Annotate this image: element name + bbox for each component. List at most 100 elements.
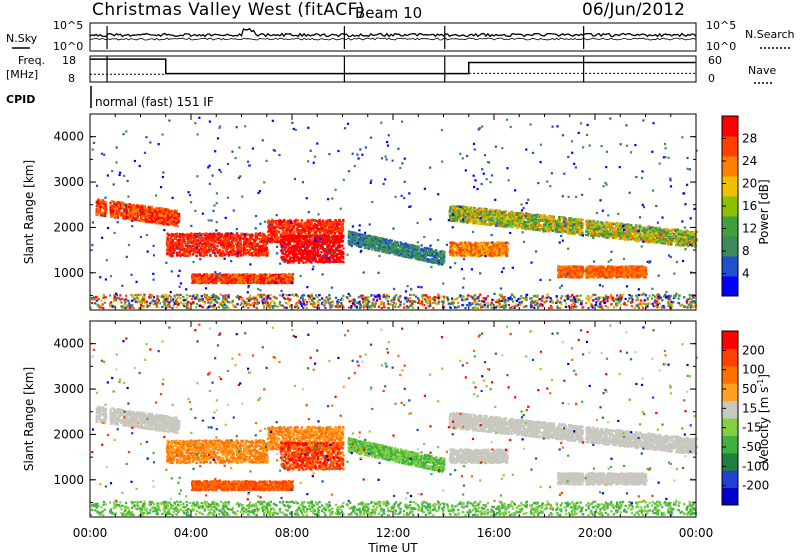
power-cell: [105, 201, 107, 203]
power-cell: [237, 281, 239, 283]
power-cell: [257, 276, 259, 278]
power-cell: [183, 251, 185, 253]
power-cell: [284, 249, 286, 251]
power-cell: [158, 208, 160, 210]
power-cell: [312, 220, 314, 222]
nave-tick-top: 60: [708, 54, 722, 67]
power-cell: [198, 249, 200, 251]
power-cell: [269, 273, 271, 275]
power-cell: [114, 213, 116, 215]
power-cell: [287, 276, 289, 278]
power-cell: [293, 220, 295, 222]
power-cell: [328, 221, 330, 223]
power-cell: [260, 250, 262, 252]
power-cell: [225, 250, 227, 252]
power-cell: [176, 246, 178, 248]
power-cell: [193, 278, 195, 280]
power-cell: [301, 219, 303, 221]
power-cell: [235, 234, 237, 236]
power-cell: [214, 241, 216, 243]
power-cell: [208, 249, 210, 251]
power-cell: [272, 274, 274, 276]
power-cell: [217, 251, 219, 253]
power-cell: [245, 273, 247, 275]
power-cell: [208, 241, 210, 243]
power-cell: [234, 240, 236, 242]
power-cell: [298, 241, 300, 243]
power-cell: [203, 251, 205, 253]
power-cell: [332, 228, 334, 230]
power-cell: [209, 254, 211, 256]
power-cell: [133, 217, 135, 219]
power-cell: [117, 216, 119, 218]
power-cell: [144, 218, 146, 220]
power-cell: [196, 255, 198, 257]
power-cell: [199, 274, 201, 276]
power-cell: [336, 230, 338, 232]
power-cell: [99, 211, 101, 213]
power-cell: [228, 279, 230, 281]
power-cell: [244, 235, 246, 237]
power-cell: [175, 214, 177, 216]
power-cell: [129, 209, 131, 211]
power-cell: [135, 211, 137, 213]
power-cell: [272, 239, 274, 241]
power-cell: [96, 212, 98, 214]
power-cell: [110, 212, 112, 214]
power-cell: [231, 234, 233, 236]
power-cell: [141, 215, 143, 217]
power-cell: [144, 207, 146, 209]
power-cell: [171, 212, 173, 214]
power-cell: [340, 230, 342, 232]
power-cell: [203, 254, 205, 256]
power-cell: [118, 209, 120, 211]
power-cell: [316, 227, 318, 229]
power-cell: [167, 212, 169, 214]
power-cell: [288, 282, 290, 284]
power-cell: [255, 275, 257, 277]
power-cell: [327, 225, 329, 227]
power-cell: [118, 213, 120, 215]
power-cell: [286, 281, 288, 283]
power-cell: [273, 282, 275, 284]
power-cell: [232, 246, 234, 248]
power-cell: [243, 237, 245, 239]
power-cell: [197, 282, 199, 284]
power-cell: [269, 228, 271, 230]
power-cell: [96, 204, 98, 206]
power-cell: [341, 227, 343, 229]
power-cell: [210, 279, 212, 281]
power-cell: [227, 238, 229, 240]
power-cell: [109, 204, 111, 206]
power-cell: [128, 206, 130, 208]
power-cell: [151, 209, 153, 211]
power-cell: [159, 213, 161, 215]
freq-tick-top: 18: [62, 54, 76, 67]
power-cell: [150, 215, 152, 217]
power-cell: [278, 275, 280, 277]
power-cell: [274, 226, 276, 228]
power-cell: [263, 279, 265, 281]
power-cell: [176, 252, 178, 254]
power-cell: [306, 228, 308, 230]
power-cell: [159, 210, 161, 212]
power-cell: [177, 236, 179, 238]
power-cell: [255, 278, 257, 280]
power-cell: [178, 243, 180, 245]
power-cell: [285, 223, 287, 225]
power-cell: [244, 276, 246, 278]
freq-tick-bottom: 8: [68, 72, 75, 85]
power-cell: [251, 248, 253, 250]
power-cell: [341, 225, 343, 227]
power-cell: [231, 281, 233, 283]
power-cell: [201, 280, 203, 282]
power-cell: [240, 278, 242, 280]
power-cell: [302, 231, 304, 233]
power-cell: [266, 254, 268, 256]
power-cell: [222, 246, 224, 248]
noise-sky-label: N.Sky: [6, 32, 38, 45]
power-cell: [276, 225, 278, 227]
power-cell: [266, 247, 268, 249]
power-cell: [126, 210, 128, 212]
power-cell: [222, 250, 224, 252]
